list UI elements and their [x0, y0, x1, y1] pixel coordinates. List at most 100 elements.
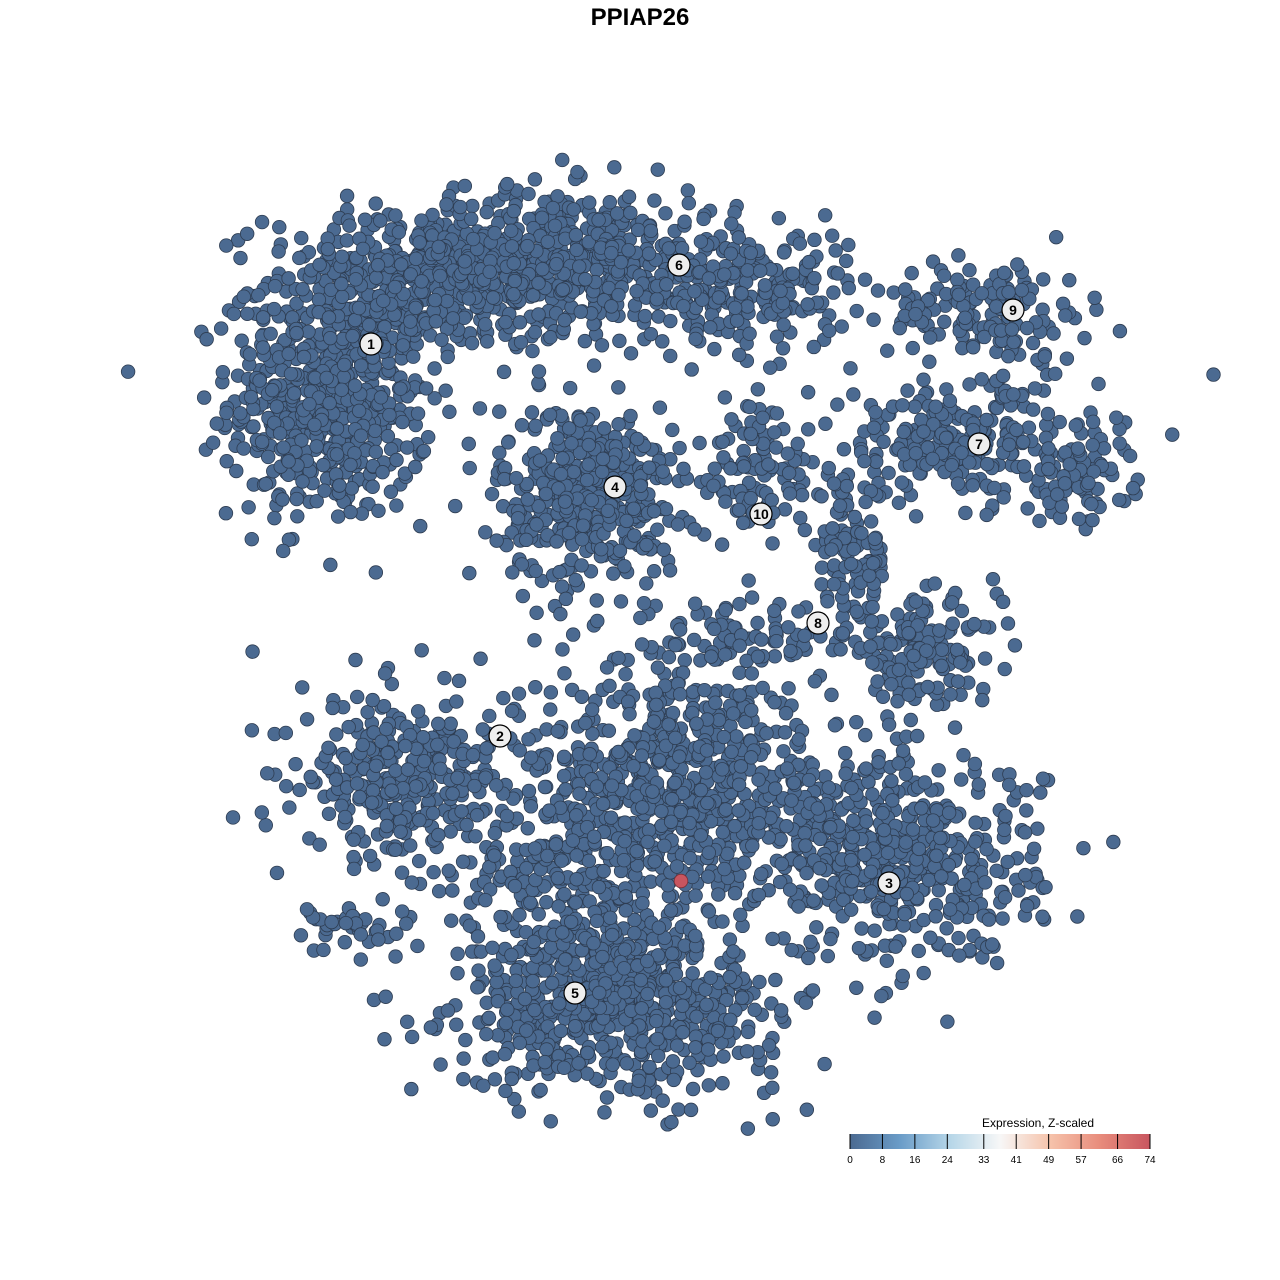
- data-point-cluster-1: [233, 250, 248, 266]
- data-point-cluster-5: [377, 1032, 392, 1047]
- data-point-cluster-6: [445, 311, 461, 326]
- data-point-cluster-2: [349, 689, 365, 705]
- data-point-cluster-5: [740, 1121, 756, 1136]
- data-point-cluster-2: [282, 800, 297, 815]
- data-point-cluster-1: [323, 330, 338, 346]
- data-point-cluster-5: [675, 1025, 690, 1040]
- data-point-cluster-4: [558, 591, 574, 607]
- data-point-cluster-6: [621, 243, 636, 258]
- data-point-cluster-4: [574, 532, 590, 547]
- data-point-cluster-1: [254, 434, 270, 450]
- data-point-cluster-7: [1052, 414, 1067, 430]
- data-point-cluster-10: [731, 502, 747, 518]
- data-point-cluster-1: [205, 435, 221, 450]
- data-point-cluster-8: [633, 610, 648, 626]
- data-point-cluster-6: [742, 326, 757, 341]
- data-point-cluster-3: [1030, 821, 1045, 836]
- data-point-cluster-4: [594, 542, 609, 557]
- data-point-cluster-5: [404, 875, 420, 890]
- data-point-cluster-5: [525, 973, 541, 989]
- data-point-cluster-8: [824, 542, 839, 557]
- data-point-cluster-7: [895, 398, 910, 413]
- data-point-cluster-6: [504, 239, 520, 254]
- data-point-cluster-1: [320, 241, 335, 257]
- data-point-cluster-5: [527, 633, 542, 648]
- data-point-cluster-4: [564, 436, 579, 451]
- data-point-cluster-5: [445, 883, 460, 898]
- data-point-cluster-3: [881, 717, 897, 732]
- data-point-cluster-6: [684, 362, 699, 377]
- data-point-cluster-4: [566, 464, 582, 480]
- data-point-cluster-3: [1070, 909, 1085, 924]
- data-point-cluster-4: [641, 460, 657, 475]
- data-point-cluster-6: [723, 246, 739, 261]
- data-point-cluster-10: [724, 412, 739, 427]
- data-point-cluster-6: [838, 253, 854, 269]
- data-point-cluster-4: [557, 494, 573, 509]
- data-point-cluster-7: [846, 387, 861, 402]
- data-point-cluster-9: [1001, 285, 1016, 300]
- data-point-cluster-5: [765, 1112, 780, 1127]
- data-point-cluster-3: [941, 805, 957, 821]
- data-point-cluster-8: [825, 521, 840, 536]
- data-point-cluster-5: [555, 925, 570, 940]
- data-point-cluster-2: [400, 762, 416, 777]
- data-point-cluster-5: [469, 808, 485, 823]
- data-point-cluster-5: [685, 966, 700, 981]
- data-point-cluster-2: [443, 716, 458, 731]
- data-point-cluster-5: [635, 896, 650, 911]
- data-point-cluster-5: [763, 1065, 779, 1080]
- data-point-cluster-5: [874, 988, 889, 1004]
- data-point-cluster-5: [450, 946, 465, 962]
- data-point-cluster-1: [472, 401, 488, 416]
- data-point-cluster-5: [487, 848, 502, 863]
- data-point-cluster-2: [384, 783, 399, 798]
- data-point-cluster-6: [432, 268, 448, 284]
- data-point-cluster-8: [854, 526, 869, 541]
- data-point-cluster-10: [676, 461, 691, 477]
- data-point-cluster-3: [967, 756, 983, 772]
- data-point-cluster-7: [1054, 499, 1070, 514]
- data-point-cluster-6: [504, 223, 519, 238]
- data-point-cluster-1: [267, 278, 283, 294]
- data-point-cluster-4: [655, 464, 670, 479]
- data-point-cluster-6: [439, 197, 454, 212]
- data-point-cluster-3: [751, 887, 767, 903]
- data-point-cluster-7: [944, 457, 959, 473]
- data-point-cluster-5: [599, 1090, 615, 1105]
- data-point-cluster-7: [1085, 414, 1101, 430]
- data-point-cluster-3: [823, 931, 838, 947]
- data-point-cluster-1: [413, 518, 428, 534]
- data-point-cluster-8: [875, 689, 891, 704]
- data-point-cluster-6: [650, 162, 665, 177]
- data-point-cluster-8: [949, 642, 965, 658]
- data-point-cluster-4: [626, 501, 641, 516]
- data-point-cluster-4: [500, 435, 516, 450]
- data-point-cluster-1: [218, 506, 234, 521]
- data-point-cluster-2: [468, 829, 483, 844]
- data-point-cluster-6: [649, 291, 665, 307]
- data-point-cluster-8: [865, 556, 881, 571]
- data-point-cluster-1: [281, 454, 296, 469]
- data-point-cluster-1: [272, 219, 287, 235]
- data-point-cluster-5: [537, 1054, 553, 1070]
- data-point-cluster-3: [989, 955, 1005, 971]
- data-point-cluster-9: [957, 310, 973, 325]
- data-point-cluster-2: [377, 666, 393, 681]
- data-point-cluster-6: [573, 304, 588, 319]
- data-point-cluster-2: [368, 758, 384, 773]
- data-point-cluster-2: [349, 776, 365, 791]
- data-point-cluster-3: [863, 864, 879, 880]
- data-point-cluster-1: [357, 212, 373, 227]
- data-point-cluster-5: [441, 863, 456, 878]
- data-point-cluster-6: [531, 276, 546, 291]
- data-point-cluster-6: [391, 225, 407, 240]
- data-point-cluster-6: [834, 319, 849, 334]
- data-point-cluster-2: [364, 795, 380, 810]
- data-point-cluster-8: [814, 489, 829, 504]
- data-point-cluster-6: [479, 334, 495, 349]
- data-point-cluster-2: [279, 779, 294, 794]
- data-point-cluster-1: [496, 364, 512, 380]
- data-point-cluster-3: [846, 813, 861, 828]
- data-point-cluster-4: [581, 437, 596, 453]
